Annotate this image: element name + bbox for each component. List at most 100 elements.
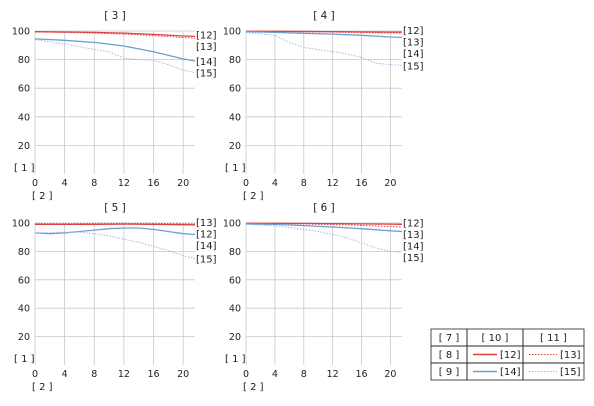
x-tick-label: 8	[301, 369, 307, 380]
chart-title: [ 6 ]	[313, 202, 335, 214]
legend-header: [ 7 ]	[439, 333, 460, 344]
series-line-13	[34, 222, 196, 225]
y-tick-label: 100	[12, 27, 30, 38]
y-tick-label: 100	[223, 27, 241, 38]
series-end-label: [14]	[403, 241, 424, 252]
y-tick-label: 100	[223, 219, 241, 230]
legend-cell	[522, 362, 585, 381]
x-tick-label: 16	[147, 369, 159, 380]
x-tick-label: 8	[91, 369, 97, 380]
x-tick-label: 12	[118, 178, 130, 189]
x-tick-label: 0	[32, 369, 38, 380]
y-tick-label: 20	[18, 141, 30, 152]
x-axis-label: [ 2 ]	[32, 382, 53, 393]
series-line-14	[245, 31, 403, 39]
x-axis-label: [ 2 ]	[32, 191, 53, 202]
series-line-15	[245, 31, 403, 66]
series-end-label: [13]	[196, 218, 217, 229]
y-tick-label: 80	[18, 247, 30, 258]
x-tick-label: 16	[356, 369, 368, 380]
legend-entry: [13]	[560, 350, 581, 361]
x-tick-label: 0	[243, 178, 249, 189]
series-line-15	[34, 39, 196, 73]
y-tick-label: 80	[229, 55, 241, 66]
y-tick-label: 100	[12, 219, 30, 230]
series-end-label: [13]	[196, 42, 217, 53]
series-end-label: [14]	[196, 57, 217, 68]
x-tick-label: 16	[147, 178, 159, 189]
series-line-12	[34, 31, 196, 38]
y-tick-label: 80	[18, 55, 30, 66]
x-tick-label: 4	[272, 369, 278, 380]
y-tick-label: 40	[18, 112, 30, 123]
y-tick-label: 60	[18, 275, 30, 286]
x-tick-label: 20	[177, 178, 189, 189]
series-line-14	[34, 38, 196, 62]
y-tick-label: 60	[18, 84, 30, 95]
x-tick-label: 8	[91, 178, 97, 189]
x-tick-label: 20	[177, 369, 189, 380]
series-line-12	[246, 222, 403, 225]
x-axis-label: [ 2 ]	[243, 191, 264, 202]
legend-entry: [14]	[500, 367, 521, 378]
x-tick-label: 4	[62, 369, 68, 380]
legend-row-label: [ 9 ]	[439, 367, 460, 378]
x-tick-label: 0	[243, 369, 249, 380]
x-tick-label: 8	[301, 178, 307, 189]
x-tick-label: 0	[32, 178, 38, 189]
x-tick-label: 4	[272, 178, 278, 189]
series-end-label: [15]	[403, 253, 424, 264]
x-axis-label: [ 2 ]	[243, 382, 264, 393]
series-end-label: [12]	[196, 229, 217, 240]
legend-row-label: [ 8 ]	[439, 350, 460, 361]
y-axis-label: [ 1 ]	[14, 163, 35, 174]
y-tick-label: 80	[229, 247, 241, 258]
series-end-label: [13]	[403, 38, 424, 49]
series-line-15	[245, 223, 403, 253]
series-line-12	[246, 30, 402, 33]
y-tick-label: 20	[229, 141, 241, 152]
series-line-13	[245, 30, 403, 34]
y-tick-label: 60	[229, 275, 241, 286]
x-tick-label: 12	[327, 178, 339, 189]
y-axis-label: [ 1 ]	[14, 354, 35, 365]
chart-title: [ 4 ]	[313, 10, 335, 22]
series-end-label: [12]	[196, 30, 217, 41]
y-tick-label: 20	[229, 332, 241, 343]
series-end-label: [13]	[403, 230, 424, 241]
series-end-label: [14]	[196, 241, 217, 252]
x-tick-label: 4	[62, 178, 68, 189]
x-tick-label: 20	[384, 369, 396, 380]
series-end-label: [15]	[403, 61, 424, 72]
legend-table: [ 7 ] [ 10 ] [ 11 ] [ 8 ] [12] [13] [ 9 ] [14] […	[430, 328, 585, 381]
legend-entry: [15]	[560, 367, 581, 378]
series-line-12	[35, 223, 196, 226]
chart-title: [ 5 ]	[104, 202, 126, 214]
series-end-label: [12]	[403, 218, 424, 229]
y-tick-label: 40	[229, 112, 241, 123]
series-line-13	[245, 223, 403, 228]
x-tick-label: 12	[118, 369, 130, 380]
y-tick-label: 60	[229, 84, 241, 95]
series-line-14	[245, 223, 403, 233]
series-end-label: [15]	[196, 69, 217, 80]
series-line-13	[34, 31, 196, 39]
chart-title: [ 3 ]	[104, 10, 126, 22]
y-axis-label: [ 1 ]	[225, 354, 246, 365]
series-line-15	[34, 231, 196, 259]
legend-entry: [12]	[500, 350, 521, 361]
x-tick-label: 12	[327, 369, 339, 380]
series-line-14	[34, 227, 196, 236]
series-end-label: [15]	[196, 255, 217, 266]
y-tick-label: 40	[229, 304, 241, 315]
y-tick-label: 40	[18, 304, 30, 315]
x-tick-label: 16	[356, 178, 368, 189]
series-end-label: [14]	[403, 49, 424, 60]
y-axis-label: [ 1 ]	[225, 163, 246, 174]
